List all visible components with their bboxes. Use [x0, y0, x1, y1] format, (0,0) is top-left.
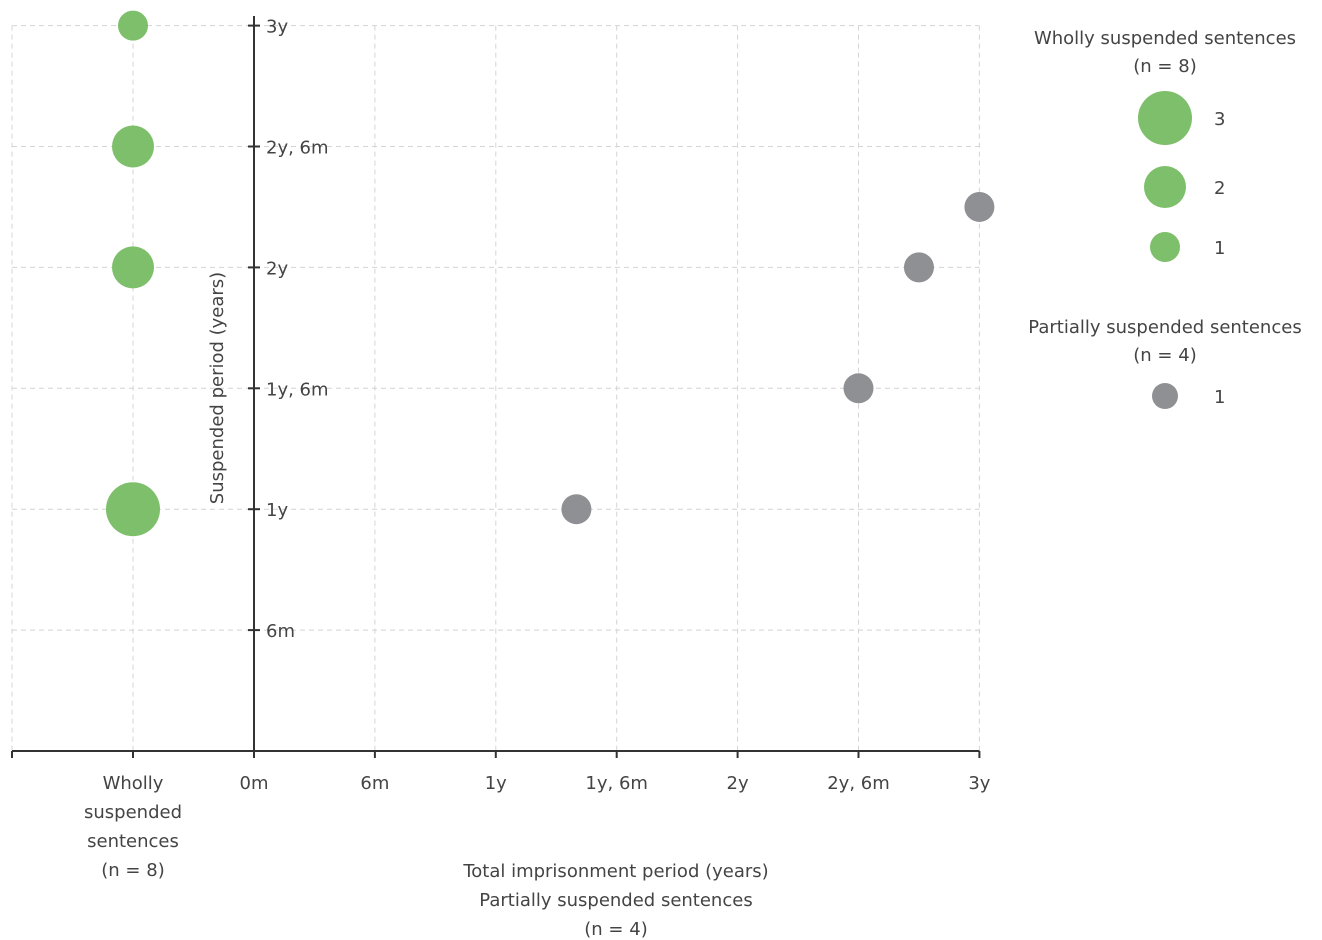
x-axis-title: Partially suspended sentences: [479, 890, 752, 911]
labels: 0m 6m 1y 1y, 6m 2y 2y, 6m 3y Wholly suspended sen…: [84, 17, 991, 940]
legend-swatch: [1144, 166, 1186, 208]
partially-suspended-point: [843, 373, 874, 404]
x-category-label: Wholly: [103, 773, 164, 794]
legend-title: (n = 8): [1133, 56, 1196, 77]
data-points: [106, 10, 995, 537]
legend-swatch: [1138, 91, 1192, 145]
legend-swatch: [1150, 232, 1180, 262]
legend-label: 1: [1214, 238, 1225, 259]
wholly-suspended-point: [118, 10, 148, 41]
x-tick-label: 1y: [485, 773, 507, 794]
partially-suspended-point: [964, 191, 995, 222]
wholly-suspended-point: [112, 246, 154, 289]
y-axis-title: Suspended period (years): [207, 272, 228, 504]
legend-title: Partially suspended sentences: [1028, 317, 1301, 338]
x-tick-label: 6m: [360, 773, 389, 794]
x-category-label: suspended: [84, 802, 182, 823]
legend-label: 1: [1214, 387, 1225, 408]
axes: [11, 16, 981, 758]
legend: Wholly suspended sentences (n = 8) 3 2 1 Part…: [1028, 28, 1302, 409]
legend-label: 3: [1214, 109, 1225, 130]
y-tick-label: 6m: [266, 621, 295, 642]
legend-label: 2: [1214, 178, 1225, 199]
y-tick-label: 1y: [266, 500, 288, 521]
partially-suspended-point: [561, 494, 592, 525]
x-axis-title: (n = 4): [584, 919, 647, 940]
x-category-label: sentences: [87, 831, 179, 852]
y-tick-label: 2y: [266, 258, 288, 279]
y-tick-label: 1y, 6m: [266, 379, 329, 400]
x-tick-label: 3y: [968, 773, 990, 794]
x-tick-label: 2y: [727, 773, 749, 794]
x-tick-label: 0m: [240, 773, 269, 794]
x-axis-title: Total imprisonment period (years): [462, 861, 768, 882]
y-tick-label: 3y: [266, 17, 288, 38]
y-tick-label: 2y, 6m: [266, 138, 329, 159]
wholly-suspended-point: [106, 482, 160, 537]
grid: [11, 25, 980, 751]
x-tick-label: 2y, 6m: [827, 773, 890, 794]
legend-swatch: [1152, 383, 1178, 409]
x-category-label: (n = 8): [101, 860, 164, 881]
partially-suspended-point: [903, 252, 934, 283]
x-tick-label: 1y, 6m: [585, 773, 648, 794]
legend-title: Wholly suspended sentences: [1034, 28, 1296, 49]
legend-title: (n = 4): [1133, 345, 1196, 366]
wholly-suspended-point: [112, 125, 154, 168]
